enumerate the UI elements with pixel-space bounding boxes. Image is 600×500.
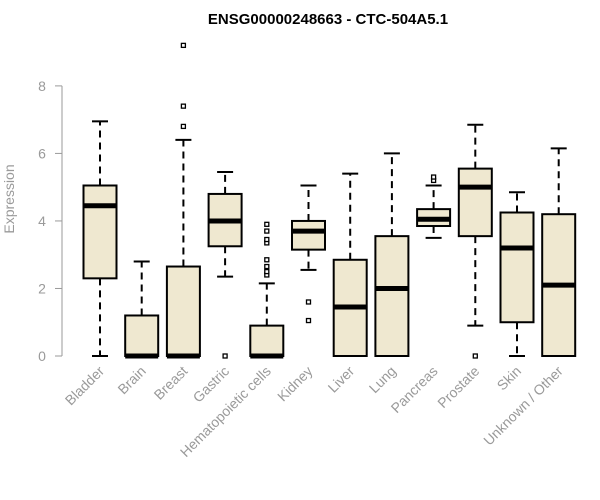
y-tick-label: 8	[38, 78, 46, 94]
x-tick-label: Liver	[325, 363, 358, 396]
y-tick-label: 6	[38, 145, 46, 161]
x-tick-label: Brain	[114, 363, 148, 397]
box-hematopoietic-cells	[249, 221, 285, 359]
outlier-point	[180, 103, 187, 109]
outlier-point	[264, 263, 270, 270]
outlier-point	[264, 257, 270, 263]
box-iqr	[249, 324, 285, 358]
box-gastric	[207, 170, 243, 359]
box-prostate	[457, 123, 493, 359]
box-iqr	[82, 184, 118, 280]
y-tick-label: 2	[38, 280, 46, 296]
outlier-point	[222, 353, 228, 359]
outlier-point	[305, 299, 312, 305]
outlier-point	[180, 42, 187, 49]
box-liver	[332, 172, 368, 358]
outlier-point	[264, 228, 270, 234]
y-tick-label: 4	[38, 213, 46, 229]
box-kidney	[291, 184, 326, 324]
box-iqr	[165, 265, 201, 358]
box-iqr	[457, 167, 493, 238]
box-skin	[499, 191, 535, 357]
outlier-point	[472, 353, 478, 359]
y-axis: 0 2 4 6 8	[38, 78, 63, 364]
box-unknown-other	[541, 147, 577, 357]
x-tick-label: Prostate	[434, 363, 482, 411]
box-breast	[165, 42, 201, 359]
x-tick-label: Lung	[366, 363, 399, 396]
x-tick-label: Breast	[151, 363, 191, 403]
box-lung	[374, 152, 410, 357]
box-pancreas	[416, 174, 452, 239]
chart-title: ENSG00000248663 - CTC-504A5.1	[208, 11, 448, 28]
outlier-point	[264, 221, 270, 227]
x-tick-label: Unknown / Other	[480, 363, 566, 449]
outlier-point	[264, 268, 270, 275]
outlier-point	[180, 123, 187, 130]
outlier-point	[264, 236, 270, 243]
box-group	[82, 42, 577, 359]
x-tick-label: Skin	[494, 363, 525, 394]
outlier-point	[430, 174, 437, 180]
y-tick-label: 0	[38, 348, 46, 364]
box-iqr	[291, 219, 326, 251]
box-iqr	[374, 235, 410, 357]
x-tick-label: Kidney	[274, 363, 316, 405]
box-iqr	[124, 314, 160, 357]
outlier-point	[305, 317, 312, 324]
x-tick-label: Bladder	[62, 363, 108, 409]
box-iqr	[499, 211, 535, 324]
y-axis-label: Expression	[1, 164, 17, 233]
box-brain	[124, 260, 160, 359]
box-bladder	[82, 120, 118, 357]
